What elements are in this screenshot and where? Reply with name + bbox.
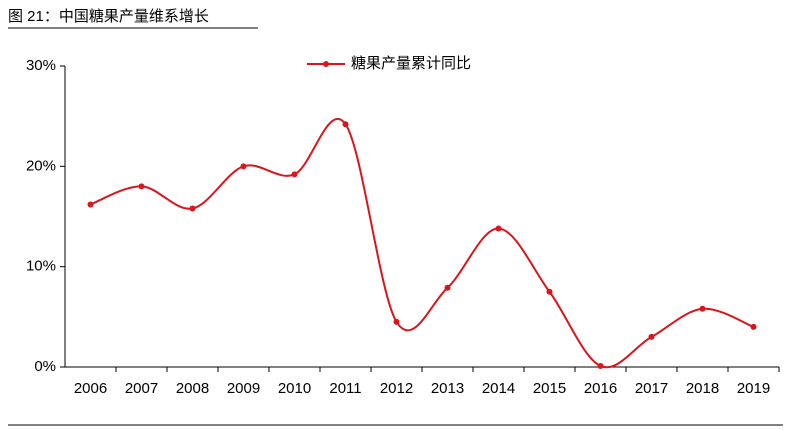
- point-marker: [750, 323, 757, 330]
- point-marker: [138, 183, 145, 190]
- x-tick-label: 2013: [431, 380, 464, 397]
- y-tick-label: 30%: [26, 57, 56, 74]
- x-tick-label: 2018: [686, 380, 719, 397]
- legend-label: 糖果产量累计同比: [351, 55, 471, 72]
- point-marker: [597, 362, 604, 369]
- point-marker: [342, 121, 349, 128]
- y-tick-label: 20%: [26, 157, 56, 174]
- y-tick-label: 10%: [26, 258, 56, 275]
- series-line: [90, 118, 754, 369]
- point-marker: [495, 225, 502, 232]
- x-tick-label: 2019: [737, 380, 770, 397]
- point-marker: [189, 205, 196, 212]
- point-marker: [699, 305, 706, 312]
- x-tick-label: 2006: [74, 380, 107, 397]
- x-tick-label: 2015: [533, 380, 566, 397]
- x-tick-label: 2008: [176, 380, 209, 397]
- x-tick-label: 2009: [227, 380, 260, 397]
- point-marker: [291, 171, 298, 178]
- x-tick-label: 2007: [125, 380, 158, 397]
- point-marker: [87, 201, 94, 208]
- x-tick-label: 2012: [380, 380, 413, 397]
- y-tick-label: 0%: [34, 358, 56, 375]
- legend-marker: [323, 61, 329, 67]
- point-marker: [546, 288, 553, 295]
- x-tick-label: 2017: [635, 380, 668, 397]
- point-marker: [648, 333, 655, 340]
- x-tick-label: 2014: [482, 380, 515, 397]
- point-marker: [444, 284, 451, 291]
- point-marker: [240, 163, 247, 170]
- x-tick-label: 2010: [278, 380, 311, 397]
- x-tick-label: 2011: [329, 380, 361, 397]
- point-marker: [393, 318, 400, 325]
- chart-title: 图 21：中国糖果产量维系增长: [8, 8, 209, 25]
- x-tick-label: 2016: [584, 380, 617, 397]
